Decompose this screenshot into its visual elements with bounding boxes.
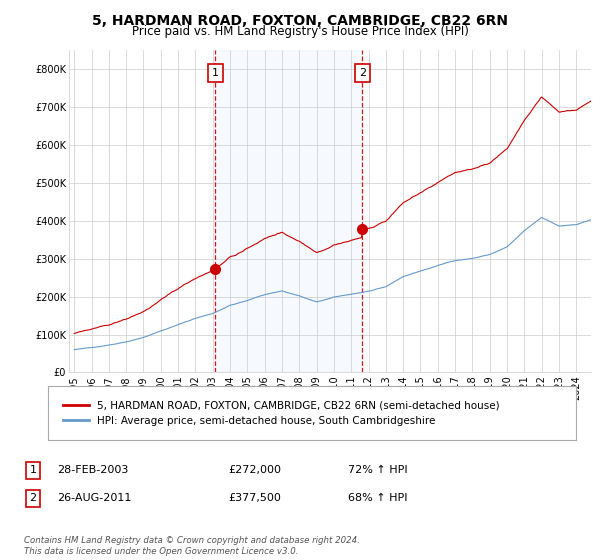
Text: 1: 1 (212, 68, 219, 78)
Text: 72% ↑ HPI: 72% ↑ HPI (348, 465, 407, 475)
Text: £272,000: £272,000 (228, 465, 281, 475)
Text: Price paid vs. HM Land Registry's House Price Index (HPI): Price paid vs. HM Land Registry's House … (131, 25, 469, 38)
Text: 2: 2 (29, 493, 37, 503)
Bar (215, 50, 362, 372)
Text: 5, HARDMAN ROAD, FOXTON, CAMBRIDGE, CB22 6RN: 5, HARDMAN ROAD, FOXTON, CAMBRIDGE, CB22… (92, 14, 508, 28)
Text: 26-AUG-2011: 26-AUG-2011 (57, 493, 131, 503)
Text: 2: 2 (359, 68, 366, 78)
Text: 1: 1 (29, 465, 37, 475)
Legend: 5, HARDMAN ROAD, FOXTON, CAMBRIDGE, CB22 6RN (semi-detached house), HPI: Average: 5, HARDMAN ROAD, FOXTON, CAMBRIDGE, CB22… (58, 396, 504, 430)
Text: £377,500: £377,500 (228, 493, 281, 503)
Text: 28-FEB-2003: 28-FEB-2003 (57, 465, 128, 475)
Text: Contains HM Land Registry data © Crown copyright and database right 2024.
This d: Contains HM Land Registry data © Crown c… (24, 536, 360, 556)
Text: 68% ↑ HPI: 68% ↑ HPI (348, 493, 407, 503)
